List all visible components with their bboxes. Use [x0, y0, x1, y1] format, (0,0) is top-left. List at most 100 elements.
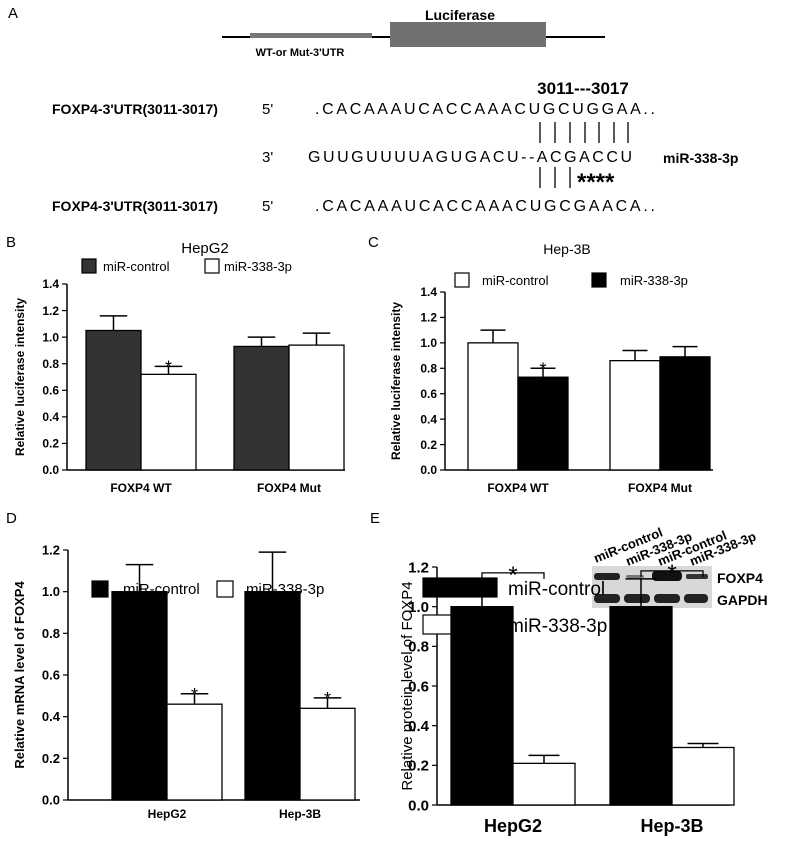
y-tick-label: 1.4 — [42, 277, 59, 291]
row-label: FOXP4-3'UTR(3011-3017) — [52, 101, 218, 117]
significance-mark: * — [191, 685, 198, 705]
bar — [111, 591, 168, 801]
y-tick-label: 1.4 — [420, 285, 437, 299]
sequence: .CACAAAUCACCAAACUGCUGGAA.. — [315, 101, 655, 118]
chart-title: HepG2 — [181, 240, 229, 257]
y-tick-label: 1.0 — [408, 599, 429, 616]
legend-swatch — [204, 258, 220, 274]
y-axis-title: Relative luciferase intensity — [389, 302, 403, 460]
y-tick-label: 0.2 — [42, 437, 59, 451]
y-tick-label: 0.8 — [408, 639, 429, 656]
y-tick-label: 0.0 — [42, 463, 59, 477]
legend-swatch — [216, 580, 234, 598]
y-tick-label: 1.0 — [42, 330, 59, 344]
x-tick-label: Hep-3B — [279, 807, 321, 821]
legend-swatch — [454, 272, 470, 288]
significance-mark: * — [508, 562, 517, 589]
bar — [140, 373, 197, 471]
y-tick-label: 0.6 — [420, 387, 437, 401]
y-tick-label: 1.2 — [42, 304, 59, 318]
y-axis-title: Relative protein level of FOXP4 — [399, 581, 416, 790]
x-tick-label: HepG2 — [484, 816, 542, 836]
y-tick-label: 0.4 — [42, 709, 61, 724]
blot-row-label: GAPDH — [717, 592, 768, 608]
utr-box — [250, 33, 372, 38]
y-tick-label: 0.8 — [420, 361, 437, 375]
y-tick-label: 1.2 — [408, 559, 429, 576]
legend-swatch — [91, 580, 109, 598]
y-tick-label: 0.0 — [42, 793, 60, 808]
legend-swatch — [81, 258, 97, 274]
western-blot — [592, 566, 712, 608]
y-tick-label: 0.2 — [420, 438, 437, 452]
y-tick-label: 0.2 — [408, 758, 429, 775]
panel-letter: C — [368, 234, 379, 251]
row-end: 5' — [262, 198, 273, 215]
bar — [609, 360, 661, 471]
sequence: .CACAAAUCACCAAACUGCGAACA.. — [315, 198, 655, 215]
gene-label: Luciferase — [425, 7, 495, 23]
pairing-lines — [539, 122, 629, 188]
x-tick-label: FOXP4 WT — [487, 481, 549, 495]
x-tick-label: FOXP4 Mut — [257, 481, 321, 495]
y-tick-label: 0.2 — [42, 751, 60, 766]
bar — [233, 345, 290, 471]
y-axis-title: Relative luciferase intensity — [13, 298, 27, 456]
y-tick-label: 1.0 — [420, 336, 437, 350]
y-tick-label: 1.0 — [42, 584, 60, 599]
panel-letter: D — [6, 510, 17, 527]
significance-mark: * — [165, 357, 172, 377]
bar — [671, 746, 735, 806]
legend-label: miR-338-3p — [508, 616, 607, 637]
luciferase-box — [390, 22, 546, 47]
bar — [512, 762, 576, 806]
mirna-label: miR-338-3p — [663, 150, 738, 166]
y-tick-label: 0.6 — [42, 668, 60, 683]
legend-swatch — [591, 272, 607, 288]
legend-swatch — [422, 577, 498, 598]
y-tick-label: 0.6 — [42, 383, 59, 397]
bar — [517, 376, 569, 471]
panel-letter: B — [6, 234, 16, 251]
bar — [85, 329, 142, 471]
bar — [450, 606, 514, 806]
panel-letter: E — [370, 510, 380, 527]
legend-label: miR-338-3p — [620, 273, 688, 288]
bar — [288, 344, 345, 471]
blot-row-label: FOXP4 — [717, 570, 763, 586]
legend-label: miR-control — [103, 259, 170, 274]
x-tick-label: FOXP4 Mut — [628, 481, 692, 495]
significance-mark: * — [539, 359, 546, 379]
row-end: 5' — [262, 101, 273, 118]
y-tick-label: 0.4 — [420, 412, 437, 426]
site-position: 3011---3017 — [537, 79, 629, 98]
row-label: FOXP4-3'UTR(3011-3017) — [52, 198, 218, 214]
mutation-mark: **** — [577, 169, 615, 196]
x-tick-label: HepG2 — [148, 807, 187, 821]
y-tick-label: 0.6 — [408, 678, 429, 695]
legend-label: miR-control — [508, 579, 605, 600]
y-tick-label: 1.2 — [420, 311, 437, 325]
row-end: 3' — [262, 149, 273, 166]
y-tick-label: 0.0 — [420, 463, 437, 477]
x-tick-label: Hep-3B — [640, 816, 703, 836]
y-tick-label: 0.8 — [42, 626, 60, 641]
bar — [299, 707, 356, 801]
panel-letter: A — [8, 5, 18, 22]
bar — [467, 342, 519, 471]
significance-bracket — [640, 570, 704, 577]
significance-bracket — [481, 572, 545, 579]
legend-label: miR-control — [482, 273, 549, 288]
legend-label: miR-338-3p — [224, 259, 292, 274]
y-tick-label: 0.4 — [42, 410, 59, 424]
significance-mark: * — [667, 560, 676, 587]
bar — [166, 703, 223, 801]
bar — [659, 356, 711, 471]
y-tick-label: 0.4 — [408, 718, 430, 735]
bar — [609, 606, 673, 806]
utr-label: WT-or Mut-3'UTR — [256, 47, 345, 59]
bar — [244, 591, 301, 801]
sequence: GUUGUUUUAGUGACU--ACGACCU — [308, 149, 632, 166]
y-tick-label: 0.8 — [42, 357, 59, 371]
